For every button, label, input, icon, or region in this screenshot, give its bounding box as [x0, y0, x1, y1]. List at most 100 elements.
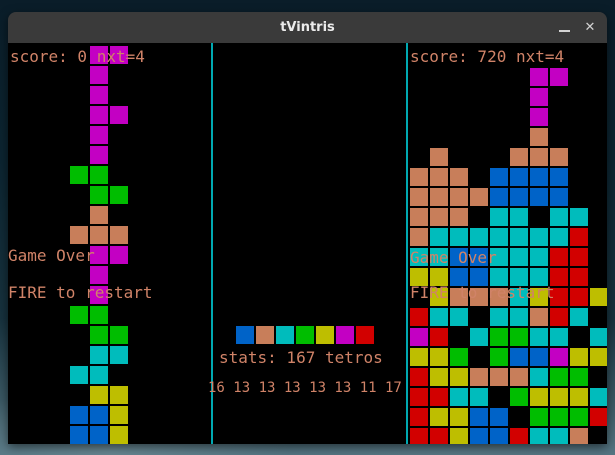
tetro-cell: [569, 247, 589, 267]
tetro-cell: [89, 345, 109, 365]
minimize-button[interactable]: [553, 12, 575, 43]
tetro-cell: [569, 227, 589, 247]
tetro-cell: [449, 267, 469, 287]
tetro-cell: [489, 307, 509, 327]
close-icon: ✕: [584, 20, 596, 35]
tetro-cell: [409, 327, 429, 347]
tetro-cell: [529, 227, 549, 247]
tetro-cell: [69, 225, 89, 245]
tetro-cell: [89, 45, 109, 65]
tetro-cell: [69, 365, 89, 385]
tetro-cell: [549, 187, 569, 207]
tetro-cell: [255, 325, 275, 345]
tetro-cell: [549, 227, 569, 247]
tetro-cell: [275, 325, 295, 345]
tetro-cell: [549, 247, 569, 267]
tetro-cell: [509, 167, 529, 187]
tetro-cell: [529, 327, 549, 347]
tetro-cell: [469, 287, 489, 307]
tetro-cell: [569, 367, 589, 387]
tetro-cell: [529, 287, 549, 307]
tetro-cell: [509, 247, 529, 267]
tetro-cell: [529, 367, 549, 387]
tetro-cell: [89, 165, 109, 185]
tetro-cell: [69, 165, 89, 185]
left-game-over-text: Game Over: [8, 246, 95, 265]
tetro-cell: [109, 425, 129, 444]
tetro-cell: [89, 65, 109, 85]
tetro-cell: [235, 325, 255, 345]
tetro-cell: [529, 427, 549, 444]
tetro-cell: [429, 387, 449, 407]
tetro-cell: [489, 367, 509, 387]
tetro-cell: [569, 347, 589, 367]
tetro-cell: [409, 307, 429, 327]
tetro-cell: [549, 307, 569, 327]
tetro-cell: [409, 367, 429, 387]
tetro-cell: [89, 205, 109, 225]
tetro-cell: [569, 307, 589, 327]
tetro-cell: [69, 305, 89, 325]
tetro-cell: [89, 265, 109, 285]
tetro-cell: [529, 127, 549, 147]
tetro-cell: [89, 325, 109, 345]
tetro-cell: [529, 187, 549, 207]
tetro-cell: [89, 145, 109, 165]
tetro-cell: [509, 327, 529, 347]
tetro-cell: [469, 267, 489, 287]
tetro-cell: [489, 407, 509, 427]
panel-separator-right: [406, 43, 408, 444]
tetro-cell: [429, 167, 449, 187]
tetro-cell: [429, 407, 449, 427]
tetro-cell: [109, 245, 129, 265]
tetro-cell: [449, 207, 469, 227]
right-score-text: score: 720 nxt=4: [410, 47, 565, 66]
tetro-cell: [449, 187, 469, 207]
tetro-cell: [489, 207, 509, 227]
tetro-cell: [469, 247, 489, 267]
tetro-cell: [509, 267, 529, 287]
tetro-cell: [469, 227, 489, 247]
tetro-cell: [109, 105, 129, 125]
tetro-cell: [549, 427, 569, 444]
tetro-cell: [449, 347, 469, 367]
tetro-cell: [549, 407, 569, 427]
tetro-cell: [89, 305, 109, 325]
tetro-cell: [449, 247, 469, 267]
tetro-cell: [589, 387, 607, 407]
tetro-cell: [469, 407, 489, 427]
window-titlebar[interactable]: tVintris ✕: [8, 12, 607, 43]
tetro-cell: [529, 267, 549, 287]
tetro-cell: [549, 347, 569, 367]
tetro-cell: [549, 147, 569, 167]
tetro-cell: [509, 187, 529, 207]
tetro-cell: [295, 325, 315, 345]
tetro-cell: [469, 427, 489, 444]
tetro-cell: [409, 167, 429, 187]
tetro-cell: [569, 427, 589, 444]
minimize-icon: [558, 29, 570, 32]
tetro-cell: [109, 345, 129, 365]
tetro-cell: [89, 125, 109, 145]
tetro-cell: [469, 327, 489, 347]
tetro-cell: [569, 267, 589, 287]
tetro-cell: [409, 227, 429, 247]
tetro-cell: [509, 367, 529, 387]
close-button[interactable]: ✕: [579, 12, 601, 43]
tetro-cell: [569, 207, 589, 227]
tetro-cell: [589, 407, 607, 427]
piece-counts-text: 16 13 13 13 13 13 11 17: [208, 380, 402, 396]
tetro-cell: [509, 347, 529, 367]
tetro-cell: [589, 347, 607, 367]
tetro-cell: [449, 367, 469, 387]
tetro-cell: [449, 167, 469, 187]
tetro-cell: [89, 85, 109, 105]
tetro-cell: [69, 405, 89, 425]
game-content-area: score: 0 nxt=4 score: 720 nxt=4 Game Ove…: [8, 43, 607, 444]
tetro-cell: [549, 387, 569, 407]
tetro-cell: [89, 185, 109, 205]
tetro-cell: [409, 247, 429, 267]
tetro-cell: [489, 267, 509, 287]
tetro-cell: [589, 327, 607, 347]
tetro-cell: [409, 387, 429, 407]
